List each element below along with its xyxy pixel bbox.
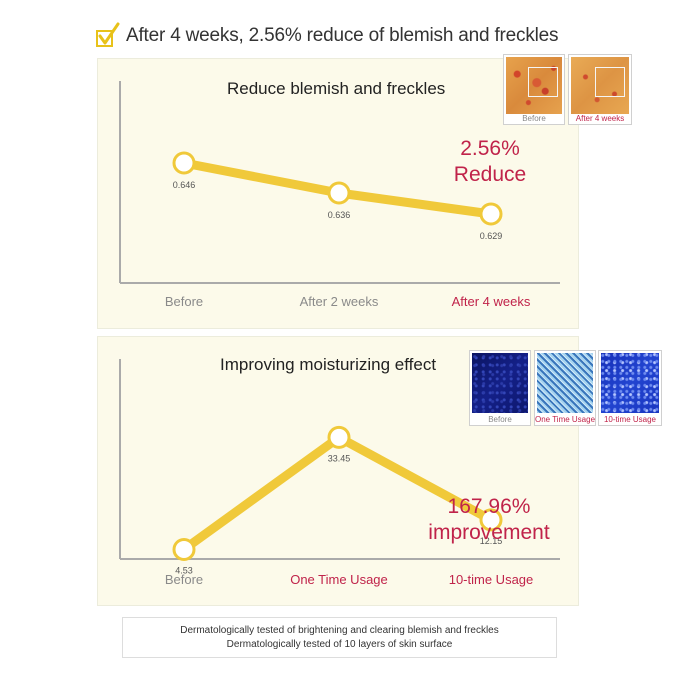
skin-after-image [571,57,629,114]
blemish-highlight-value: 2.56% [460,137,520,160]
moisture-category-label-1: One Time Usage [290,572,388,587]
footer-note: Dermatologically tested of brightening a… [122,617,557,658]
moisture-highlight-label: improvement [428,521,550,544]
blemish-highlight: 2.56% Reduce [428,136,552,188]
blemish-image-before-caption: Before [522,114,546,123]
blemish-line-chart: 0.646 0.636 0.629 Before After 2 weeks After … [119,81,560,309]
blemish-point-1 [327,181,351,205]
moisture-one-time-image [537,353,593,413]
blemish-point-0 [172,151,196,175]
blemish-chart-title: Reduce blemish and freckles [227,79,446,98]
moisture-value-label-0: 4.53 [175,565,193,575]
moisture-highlight-value: 167.96% [447,495,531,518]
moisture-image-before-caption: Before [488,415,512,424]
blemish-image-before: Before [503,54,565,125]
moisture-line-chart: 4.53 33.45 12.15 Before One Time Usage 10-tim… [119,359,560,587]
moisture-ten-time-image [601,353,659,413]
blemish-value-label-0: 0.646 [173,180,196,190]
moisture-value-label-1: 33.45 [328,453,351,463]
blemish-highlight-label: Reduce [453,163,527,186]
blemish-value-label-2: 0.629 [480,231,503,241]
moisture-value-label-2: 12.15 [480,536,503,546]
header: After 4 weeks, 2.56% reduce of blemish a… [96,20,559,52]
moisture-image-ten-time-caption: 10-time Usage [603,415,657,424]
header-title: After 4 weeks, 2.56% reduce of blemish a… [126,25,559,46]
moisture-image-ten-time: 10-time Usage [598,350,662,426]
skin-before-image [506,57,562,114]
footer-line-2: Dermatologically tested of 10 layers of … [226,638,453,650]
blemish-category-label-0: Before [165,294,203,309]
moisture-point-0 [172,537,196,561]
moisture-chart-title: Improving moisturizing effect [220,355,437,374]
footer-line-1: Dermatologically tested of brightening a… [180,624,499,636]
blemish-value-label-1: 0.636 [328,210,351,220]
blemish-image-after-caption: After 4 weeks [575,114,625,123]
moisture-category-label-0: Before [165,572,203,587]
moisture-category-label-2: 10-time Usage [449,572,534,587]
moisture-point-2 [479,508,503,532]
moisture-chart-panel: 4.53 33.45 12.15 Before One Time Usage 10-tim… [97,336,662,606]
moisture-highlight: 167.96% improvement [414,494,564,546]
checkbox-check-icon [96,22,120,47]
blemish-category-label-1: After 2 weeks [300,294,379,309]
moisture-point-1 [327,425,351,449]
blemish-chart-panel: 0.646 0.636 0.629 Before After 2 weeks After … [97,54,632,329]
blemish-category-label-2: After 4 weeks [452,294,531,309]
moisture-image-before: Before [469,350,531,426]
moisture-image-one-time-caption: One Time Usage [535,415,596,424]
moisture-before-image [472,353,528,413]
moisture-image-one-time: One Time Usage [534,350,596,426]
blemish-image-after: After 4 weeks [568,54,632,125]
blemish-point-2 [479,202,503,226]
